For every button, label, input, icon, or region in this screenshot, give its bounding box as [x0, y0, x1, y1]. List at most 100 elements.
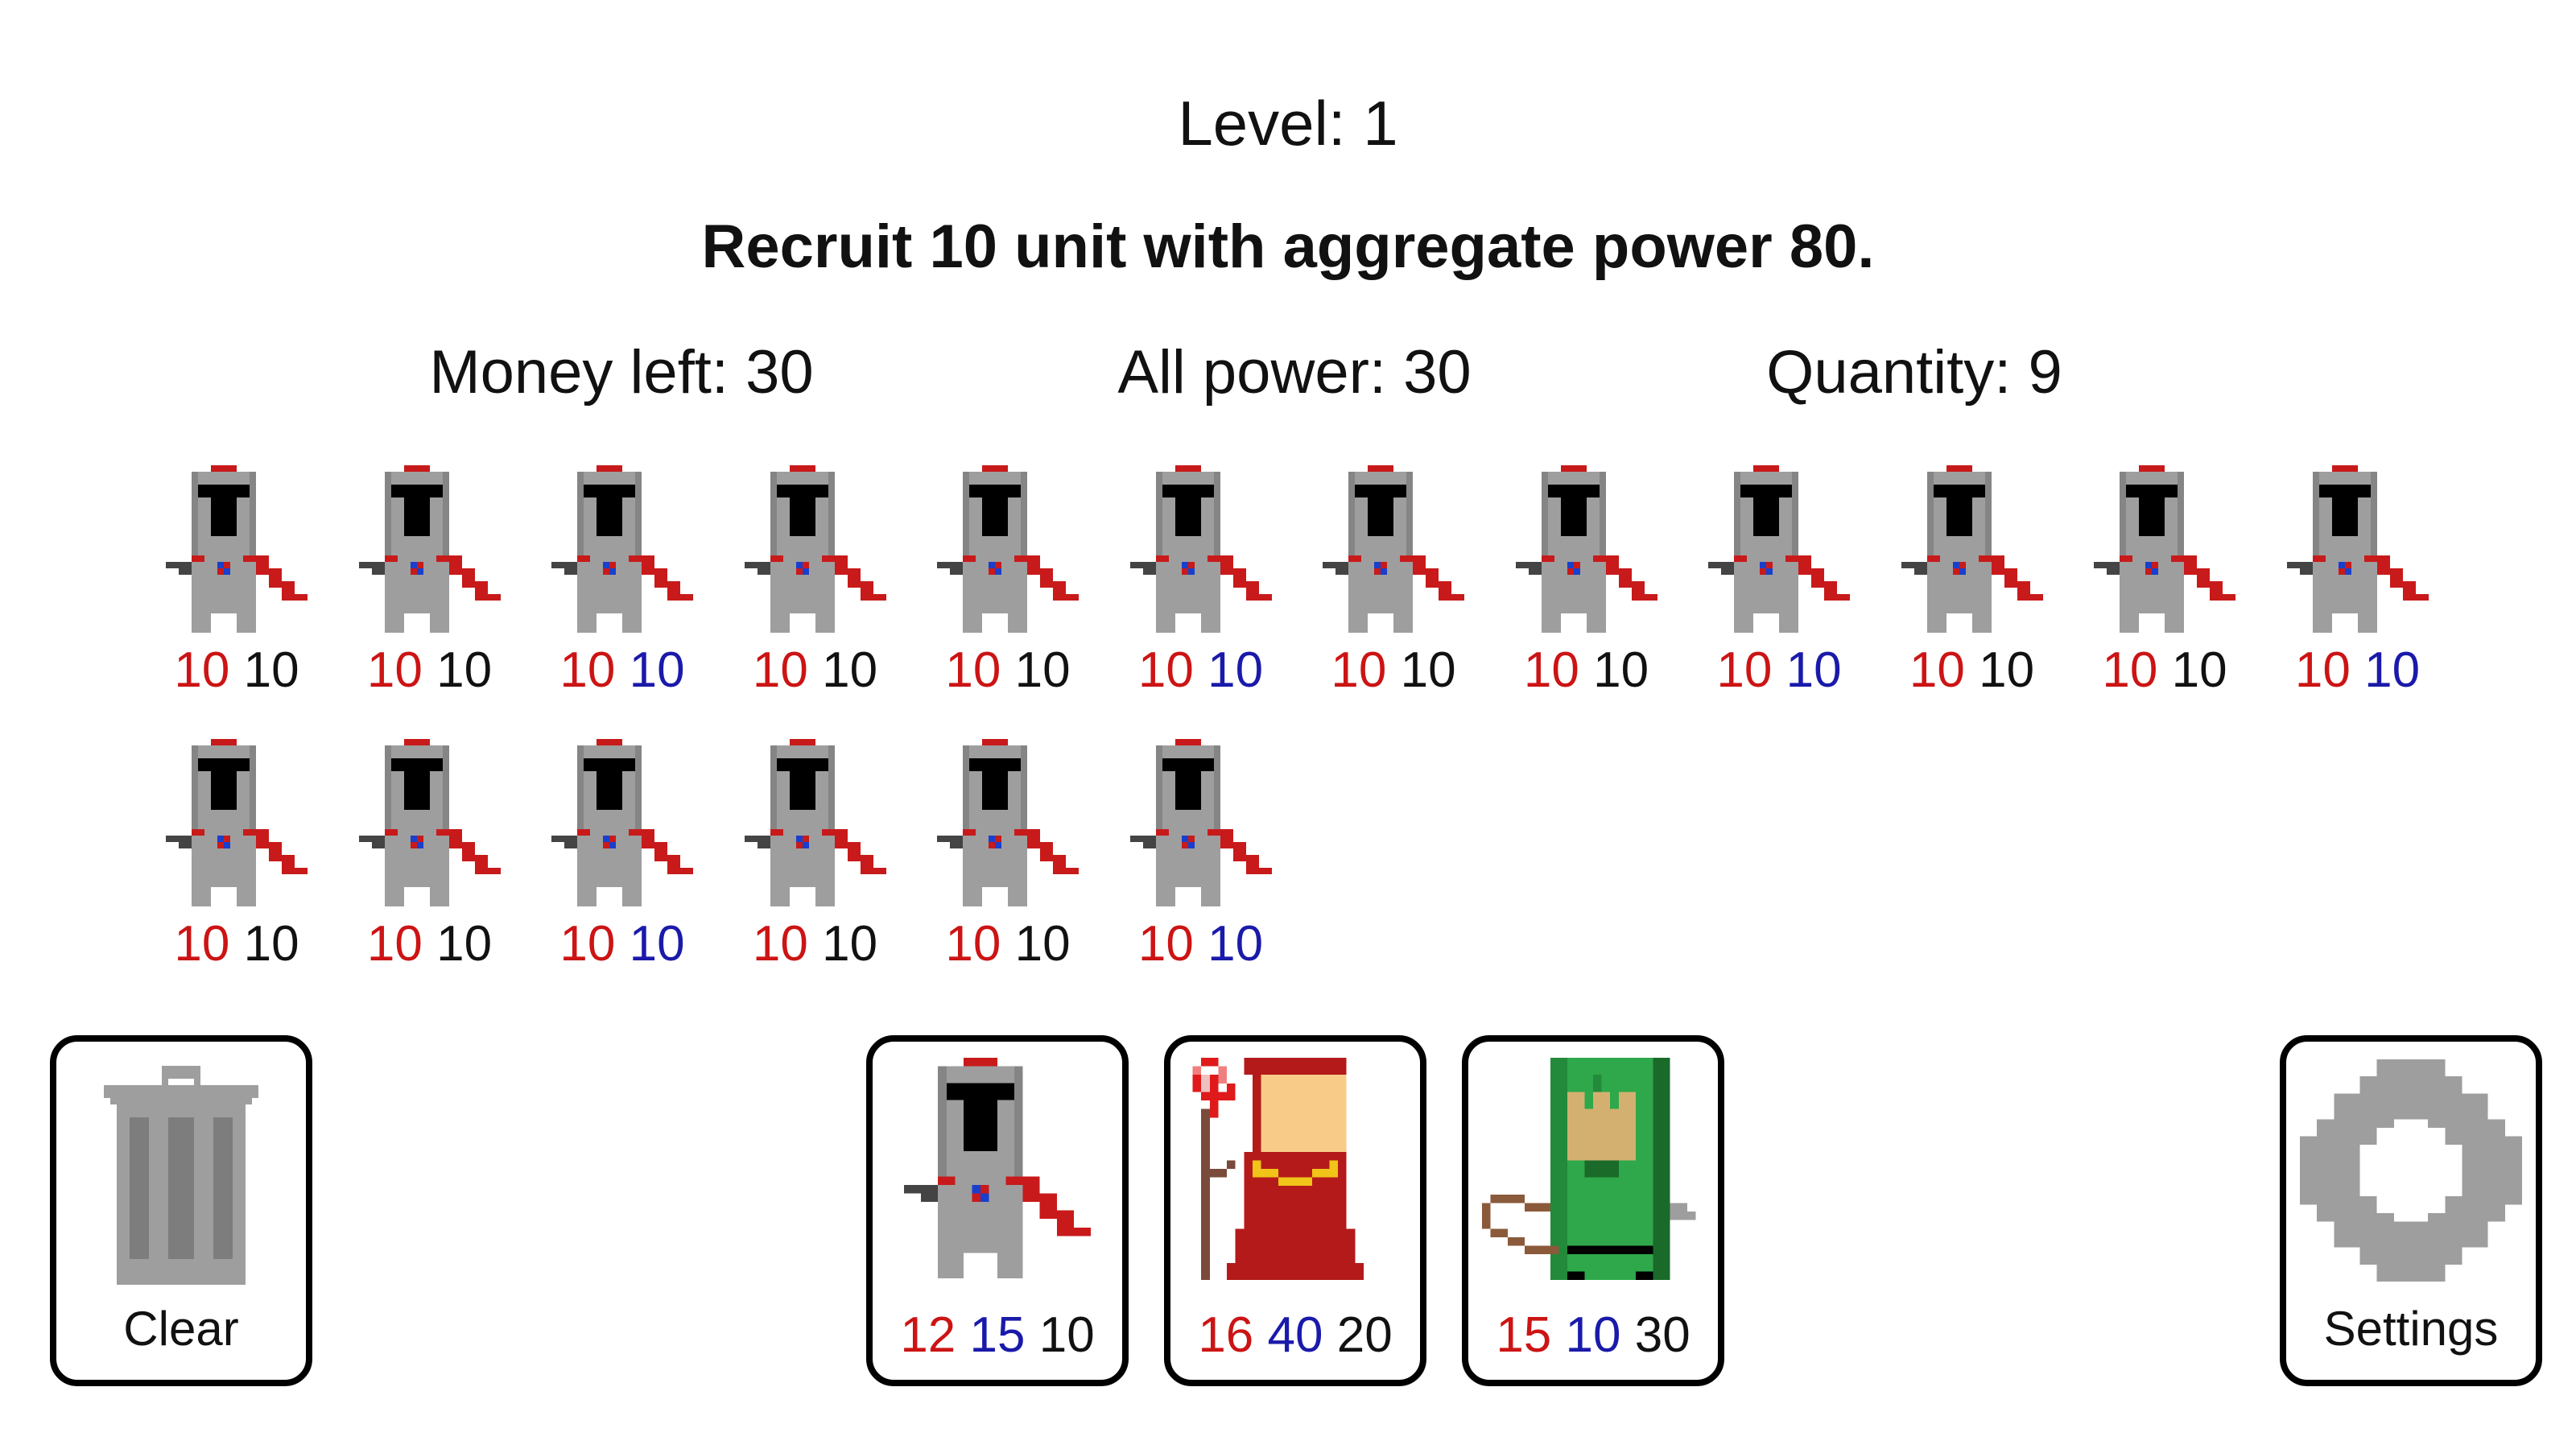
army-unit-stats: 10 10 [1121, 916, 1282, 972]
shop-card-archer[interactable]: 15 10 30 [1462, 1035, 1724, 1386]
army-unit: 10 10 [156, 465, 317, 723]
unit-stat-a: 10 [559, 642, 616, 698]
unit-stat-b: 10 [822, 916, 878, 972]
unit-stat-b: 10 [1979, 642, 2035, 698]
unit-stat-a: 10 [174, 916, 230, 972]
army-unit: 10 10 [1699, 465, 1860, 723]
knight-icon [2287, 465, 2429, 634]
unit-power: 15 [969, 1307, 1026, 1363]
objective-text: Recruit 10 unit with aggregate power 80. [701, 213, 1875, 281]
unit-stat-a: 10 [366, 642, 423, 698]
unit-stat-b: 10 [436, 916, 493, 972]
clear-button[interactable]: Clear [50, 1035, 312, 1386]
clear-label: Clear [123, 1302, 239, 1356]
unit-stat-b: 10 [1014, 916, 1071, 972]
army-unit: 10 10 [735, 739, 896, 997]
shop-card-stats: 15 10 30 [1468, 1307, 1718, 1364]
knight-icon [937, 739, 1079, 908]
unit-stat-a: 10 [174, 642, 230, 698]
knight-icon [904, 1058, 1091, 1278]
unit-cost: 16 [1198, 1307, 1254, 1363]
army-unit: 10 10 [542, 739, 703, 997]
army-unit-stats: 10 10 [1506, 642, 1667, 699]
unit-stat-a: 10 [559, 916, 616, 972]
army-unit: 10 10 [1121, 739, 1282, 997]
unit-power: 40 [1267, 1307, 1323, 1363]
gear-icon [2300, 1059, 2522, 1282]
unit-stat-b: 10 [629, 916, 685, 972]
army-unit-stats: 10 10 [349, 916, 510, 972]
unit-cost: 15 [1496, 1307, 1552, 1363]
unit-stat-a: 10 [1137, 916, 1194, 972]
army-unit-stats: 10 10 [1121, 642, 1282, 699]
unit-stat-a: 10 [1716, 642, 1773, 698]
army-unit-stats: 10 10 [542, 642, 703, 699]
unit-stat-a: 10 [945, 642, 1001, 698]
unit-stat-a: 10 [752, 916, 808, 972]
knight-icon [745, 465, 886, 634]
unit-stat-b: 10 [243, 916, 299, 972]
unit-stat-a: 10 [752, 642, 808, 698]
unit-stat-a: 10 [945, 916, 1001, 972]
settings-button[interactable]: Settings [2280, 1035, 2542, 1386]
unit-quantity: 20 [1336, 1307, 1393, 1363]
knight-icon [166, 465, 308, 634]
army-unit: 10 10 [542, 465, 703, 723]
unit-quantity: 10 [1038, 1307, 1095, 1363]
knight-icon [166, 739, 308, 908]
unit-stat-b: 10 [629, 642, 685, 698]
army-unit: 10 10 [156, 739, 317, 997]
unit-stat-b: 10 [2364, 642, 2421, 698]
knight-icon [359, 739, 501, 908]
knight-icon [1130, 739, 1272, 908]
unit-stat-a: 10 [366, 916, 423, 972]
unit-stat-a: 10 [1331, 642, 1387, 698]
unit-stat-b: 10 [1785, 642, 1842, 698]
army-unit: 10 10 [927, 465, 1088, 723]
unit-stat-b: 10 [1593, 642, 1649, 698]
army-unit-stats: 10 10 [156, 916, 317, 972]
unit-stat-a: 10 [1523, 642, 1579, 698]
army-unit-stats: 10 10 [1892, 642, 2053, 699]
unit-stat-b: 10 [822, 642, 878, 698]
shop-card-knight[interactable]: 12 15 10 [866, 1035, 1129, 1386]
mage-icon [1184, 1058, 1406, 1280]
army-unit-stats: 10 10 [2277, 642, 2438, 699]
unit-stat-a: 10 [1909, 642, 1965, 698]
army-unit-stats: 10 10 [927, 916, 1088, 972]
shop-card-stats: 12 15 10 [873, 1307, 1122, 1364]
army-unit: 10 10 [1892, 465, 2053, 723]
unit-stat-a: 10 [1137, 642, 1194, 698]
army-unit: 10 10 [349, 739, 510, 997]
quantity-stat: Quantity: 9 [1766, 338, 2062, 407]
army-unit-stats: 10 10 [1699, 642, 1860, 699]
trash-icon [102, 1066, 260, 1285]
army-unit: 10 10 [735, 465, 896, 723]
money-stat: Money left: 30 [429, 338, 814, 407]
knight-icon [1901, 465, 2043, 634]
unit-stat-b: 10 [1208, 642, 1264, 698]
army-unit-stats: 10 10 [349, 642, 510, 699]
knight-icon [1130, 465, 1272, 634]
shop-card-mage[interactable]: 16 40 20 [1164, 1035, 1426, 1386]
unit-stat-b: 10 [243, 642, 299, 698]
power-stat: All power: 30 [1117, 338, 1472, 407]
knight-icon [745, 739, 886, 908]
army-unit-stats: 10 10 [735, 916, 896, 972]
level-label: Level: 1 [1178, 88, 1398, 159]
unit-stat-a: 10 [2294, 642, 2351, 698]
archer-icon [1482, 1058, 1704, 1280]
army-unit: 10 10 [1313, 465, 1474, 723]
knight-icon [937, 465, 1079, 634]
unit-cost: 12 [900, 1307, 956, 1363]
knight-icon [1323, 465, 1464, 634]
army-unit: 10 10 [1506, 465, 1667, 723]
army-unit: 10 10 [349, 465, 510, 723]
unit-stat-a: 10 [2102, 642, 2158, 698]
army-unit-stats: 10 10 [2084, 642, 2245, 699]
army-unit-stats: 10 10 [927, 642, 1088, 699]
army-unit-stats: 10 10 [735, 642, 896, 699]
army-unit: 10 10 [2084, 465, 2245, 723]
unit-power: 10 [1565, 1307, 1621, 1363]
knight-icon [1516, 465, 1657, 634]
